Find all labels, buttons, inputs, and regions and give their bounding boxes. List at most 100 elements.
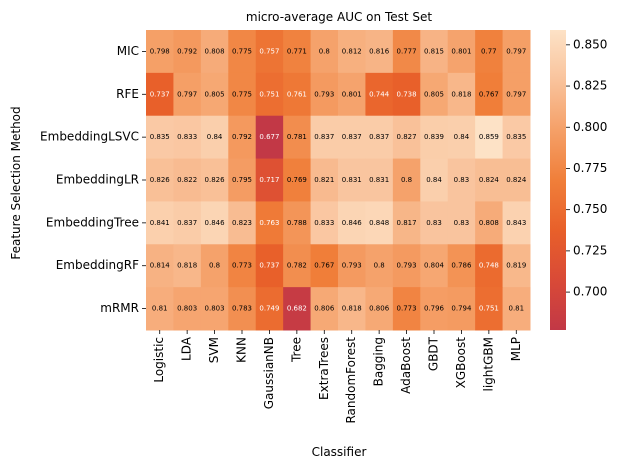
heatmap-cell [173,244,202,288]
heatmap-cell [420,201,449,245]
heatmap-cell [338,115,366,160]
heatmap-cell [228,244,257,288]
cell-value-label: 0.806 [314,305,335,313]
y-tick-label: RFE [116,87,139,101]
heatmap-cell [200,244,229,288]
heatmap-cell [255,72,284,117]
heatmap-cell [146,158,174,202]
heatmap-cell [475,115,504,160]
cell-value-label: 0.796 [424,305,445,313]
colorbar-ticks: 0.700 0.725 0.750 0.775 0.800 0.825 0.850 [566,37,607,299]
cell-value-label: 0.81 [152,305,168,313]
chart-title: micro-average AUC on Test Set [246,10,433,24]
heatmap-cell [173,158,202,202]
heatmap-cell [255,30,284,74]
heatmap-cell [447,158,476,202]
heatmap-cell [338,244,366,288]
cell-value-label: 0.835 [506,133,526,141]
y-tick-label: EmbeddingTree [46,215,139,229]
cell-value-label: 0.814 [150,262,171,270]
heatmap-cell [310,201,339,245]
cell-value-label: 0.837 [369,133,389,141]
heatmap-cell [502,201,531,245]
cell-value-label: 0.812 [342,47,362,55]
heatmap-cell [392,287,421,331]
cell-value-label: 0.805 [424,90,444,98]
cell-value-label: 0.821 [314,176,334,184]
heatmap-cell [420,115,449,160]
cell-value-label: 0.808 [205,47,225,55]
cell-value-label: 0.8 [401,176,412,184]
cell-value-label: 0.788 [287,219,307,227]
heatmap-cell [200,115,229,160]
heatmap-cell [200,72,229,117]
cell-value-label: 0.782 [287,262,307,270]
heatmap-cell [420,158,449,202]
heatmap-cell [228,115,257,160]
cell-value-label: 0.837 [342,133,362,141]
heatmap-cell [146,30,174,74]
heatmap-cell [447,287,476,331]
y-tick-label: MIC [117,44,139,58]
cell-value-label: 0.793 [314,90,334,98]
y-tick-label: EmbeddingRF [56,258,139,272]
cell-value-label: 0.737 [259,262,279,270]
cell-value-label: 0.767 [479,90,499,98]
cell-value-label: 0.835 [150,133,170,141]
heatmap-cell [228,287,257,331]
y-tick-label: EmbeddingLSVC [40,130,139,144]
heatmap-cell [173,30,202,74]
cell-value-label: 0.833 [177,133,197,141]
colorbar [550,30,566,330]
heatmap-cell [173,115,202,160]
heatmap-cell [475,30,504,74]
cell-value-label: 0.818 [451,90,471,98]
heatmap-cell [255,158,284,202]
heatmap-cell [420,30,449,74]
colorbar-tick-label: 0.775 [573,161,607,175]
cell-value-label: 0.822 [177,176,197,184]
heatmap-cell [146,244,174,288]
cell-value-label: 0.804 [424,262,445,270]
x-tick-label: GaussianNB [262,337,276,409]
heatmap-cell [475,72,504,117]
cell-value-label: 0.801 [451,47,471,55]
heatmap-cell [283,158,312,202]
cell-value-label: 0.748 [479,262,499,270]
cell-value-label: 0.777 [397,47,417,55]
x-tick-label: MLP [509,337,523,361]
x-tick-label: KNN [235,337,249,363]
x-tick-label: GBDT [427,336,441,371]
heatmap-cell [475,244,504,288]
heatmap-cell [338,287,366,331]
cell-value-label: 0.792 [232,133,252,141]
cell-value-label: 0.837 [177,219,197,227]
heatmap-cell [420,72,449,117]
heatmap-cell [502,244,531,288]
cell-value-label: 0.797 [177,90,197,98]
heatmap-cell [310,72,339,117]
heatmap-cell [200,201,229,245]
heatmap-cell [365,244,394,288]
colorbar-tick-label: 0.750 [573,202,607,216]
cell-value-label: 0.859 [479,133,499,141]
heatmap-cell [502,72,531,117]
heatmap-cell [310,30,339,74]
cell-value-label: 0.773 [397,305,417,313]
heatmap-cell [283,201,312,245]
x-tick-label: Tree [289,337,303,363]
x-tick-label: AdaBoost [399,337,413,394]
cell-value-label: 0.801 [342,90,362,98]
cell-value-label: 0.797 [506,90,526,98]
heatmap-cell [173,201,202,245]
heatmap-cell [200,30,229,74]
cell-value-label: 0.84 [454,133,470,141]
x-tick-label: lightGBM [481,337,495,391]
heatmap-cell [420,244,449,288]
cell-value-label: 0.824 [479,176,500,184]
cell-value-label: 0.83 [454,219,470,227]
heatmap-cell [447,72,476,117]
heatmap-cell [200,287,229,331]
cell-value-label: 0.817 [397,219,417,227]
